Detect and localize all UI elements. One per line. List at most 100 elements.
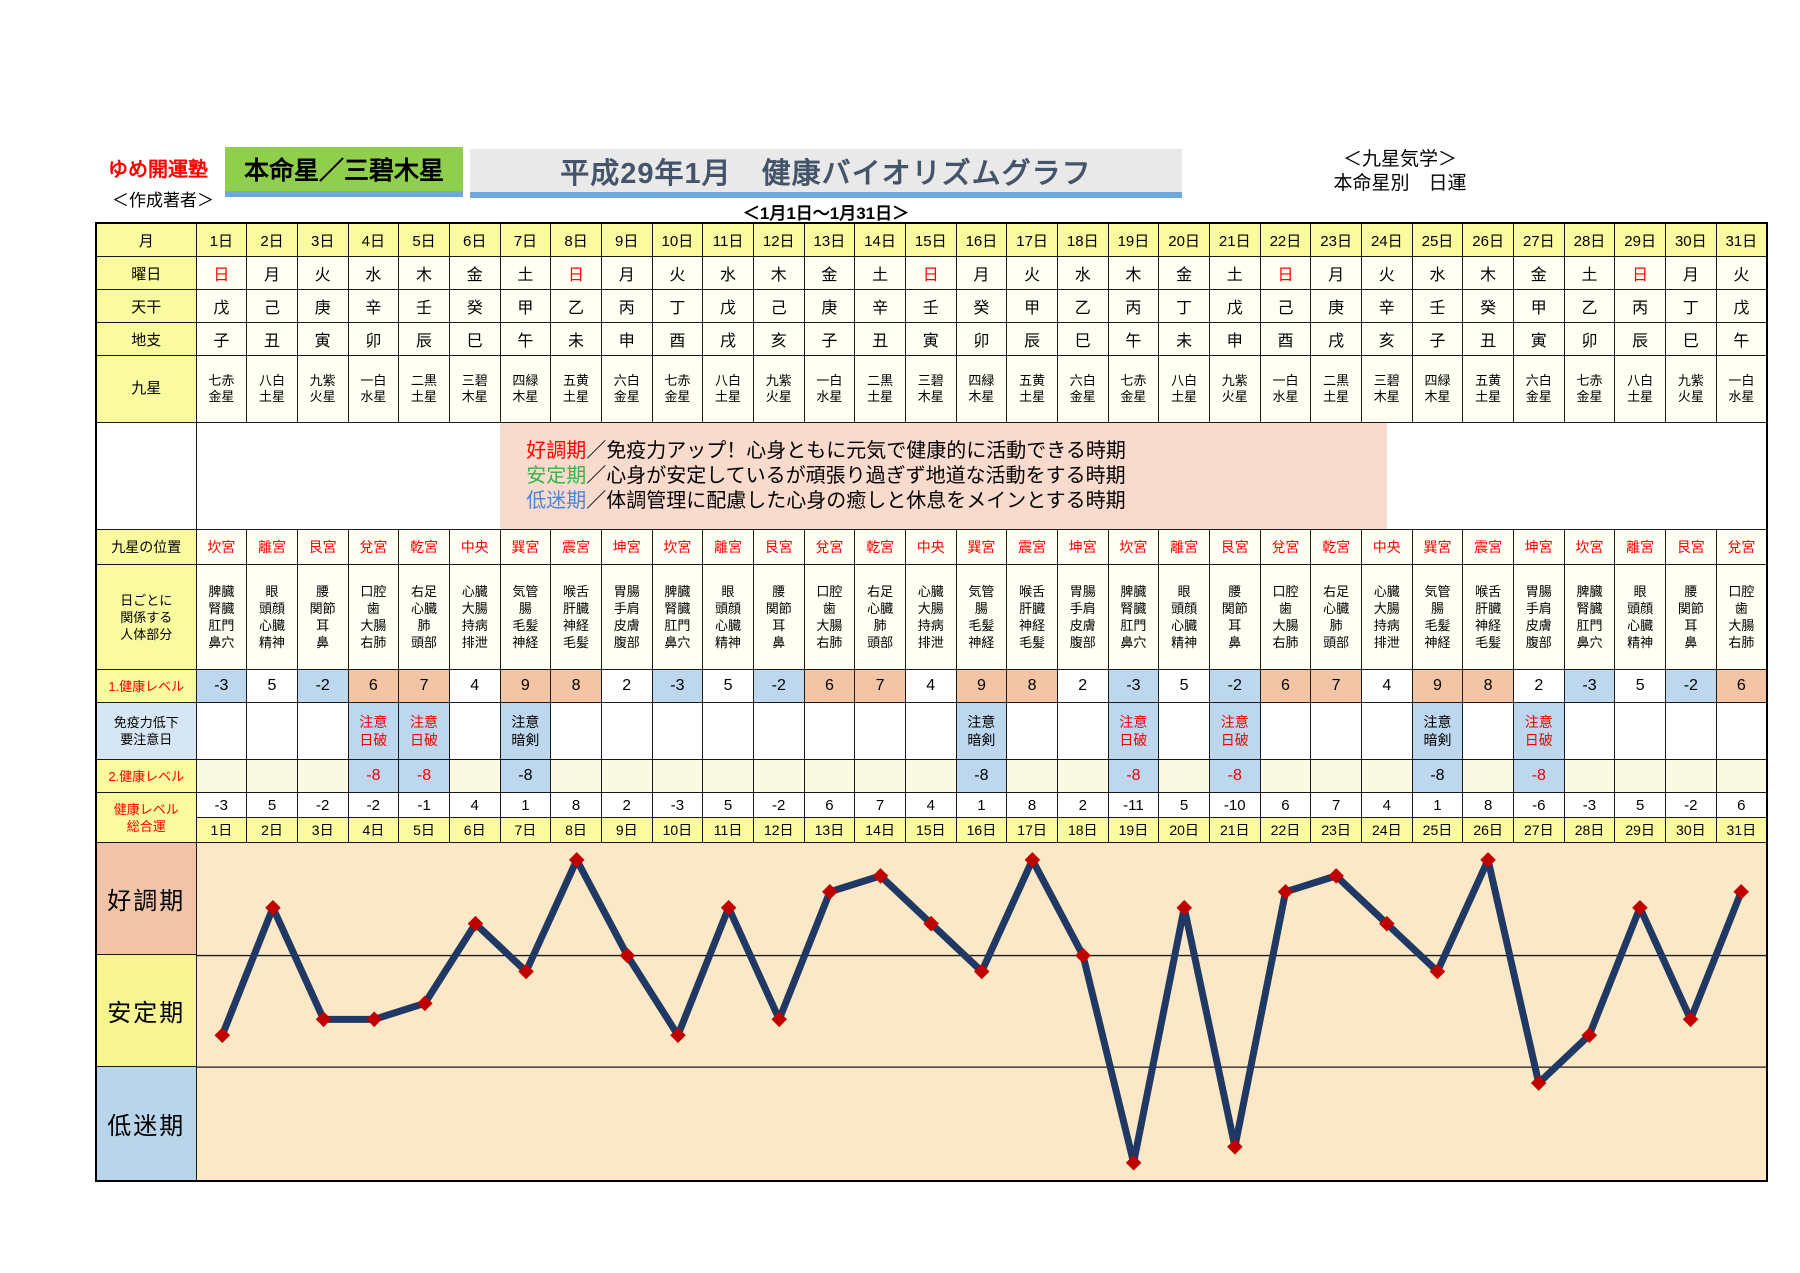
- level1-cell: 7: [1310, 669, 1362, 703]
- data-point-marker: [365, 1011, 382, 1028]
- level1-cell: 8: [1006, 669, 1058, 703]
- immune-warning-cell: [296, 702, 349, 760]
- date-footer-cell: 23日: [1310, 817, 1362, 843]
- branch-cell: 辰: [1614, 322, 1666, 356]
- nine-star-cell: 一白 水星: [1715, 355, 1768, 423]
- weekday-cell: 金: [803, 256, 856, 290]
- palace-cell: 兌宮: [347, 529, 400, 565]
- immune-warning-cell: [904, 702, 957, 760]
- weekday-cell: 月: [600, 256, 653, 290]
- total-level-cell: 4: [448, 792, 501, 818]
- date-header-cell: 25日: [1411, 222, 1464, 257]
- date-footer-cell: 18日: [1056, 817, 1109, 843]
- weekday-cell: 土: [1208, 256, 1261, 290]
- nine-star-cell: 五黄 土星: [1006, 355, 1058, 423]
- date-footer-cell: 15日: [904, 817, 957, 843]
- date-header-cell: 24日: [1360, 222, 1413, 257]
- immune-warning-cell: [1158, 702, 1210, 760]
- date-header-cell: 26日: [1462, 222, 1514, 257]
- stem-cell: 戊: [195, 289, 248, 323]
- stem-cell: 壬: [904, 289, 957, 323]
- date-footer-cell: 10日: [651, 817, 704, 843]
- total-level-cell: -2: [347, 792, 400, 818]
- date-footer-cell: 16日: [955, 817, 1008, 843]
- palace-cell: 兌宮: [803, 529, 856, 565]
- immune-warning-cell: [195, 702, 248, 760]
- weekday-cell: 日: [550, 256, 602, 290]
- date-header-cell: 12日: [752, 222, 805, 257]
- level1-cell: 9: [955, 669, 1008, 703]
- total-level-cell: -10: [1208, 792, 1261, 818]
- branch-cell: 亥: [1360, 322, 1413, 356]
- nine-star-cell: 二黒 土星: [1310, 355, 1362, 423]
- palace-cell: 坎宮: [1563, 529, 1616, 565]
- data-point-marker: [1429, 963, 1445, 980]
- nine-star-cell: 四緑 木星: [955, 355, 1008, 423]
- nine-star-cell: 七赤 金星: [651, 355, 704, 423]
- level1-cell: 5: [246, 669, 298, 703]
- nine-star-cell: 二黒 土星: [854, 355, 906, 423]
- stem-cell: 戊: [1208, 289, 1261, 323]
- immune-warning-cell: 注意 日破: [398, 702, 450, 760]
- total-level-cell: 8: [1006, 792, 1058, 818]
- legend-line: 低迷期／体調管理に配慮した心身の癒しと休息をメインとする時期: [526, 489, 1387, 514]
- nine-star-cell: 六白 金星: [1512, 355, 1565, 423]
- palace-cell: 艮宮: [752, 529, 805, 565]
- weekday-cell: 水: [1056, 256, 1109, 290]
- nine-star-cell: 三碧 木星: [904, 355, 957, 423]
- total-level-cell: -3: [195, 792, 248, 818]
- weekday-cell: 月: [1664, 256, 1717, 290]
- row-label-body-parts: 日ごとに 関係する 人体部分: [95, 564, 197, 670]
- stem-cell: 甲: [1512, 289, 1565, 323]
- weekday-cell: 日: [1614, 256, 1666, 290]
- date-footer-cell: 1日: [195, 817, 248, 843]
- level2-cell: [752, 759, 805, 793]
- stem-cell: 戊: [702, 289, 754, 323]
- date-footer-cell: 31日: [1715, 817, 1768, 843]
- data-point-marker: [770, 1011, 787, 1028]
- immune-warning-cell: 注意 暗剣: [499, 702, 552, 760]
- palace-cell: 乾宮: [1310, 529, 1362, 565]
- branch-cell: 申: [1208, 322, 1261, 356]
- palace-cell: 坤宮: [1512, 529, 1565, 565]
- date-footer-cell: 25日: [1411, 817, 1464, 843]
- date-header-cell: 8日: [550, 222, 602, 257]
- total-level-cell: 8: [1462, 792, 1514, 818]
- branch-cell: 卯: [955, 322, 1008, 356]
- body-parts-cell: 心臓 大腸 持病 排泄: [1360, 564, 1413, 670]
- date-footer-cell: 22日: [1259, 817, 1312, 843]
- level1-cell: 5: [1614, 669, 1666, 703]
- stem-cell: 丙: [600, 289, 653, 323]
- row-label-immune-warning: 免疫力低下 要注意日: [95, 702, 197, 760]
- date-footer-cell: 9日: [600, 817, 653, 843]
- level1-cell: 4: [904, 669, 957, 703]
- level2-cell: -8: [955, 759, 1008, 793]
- immune-warning-cell: [854, 702, 906, 760]
- level2-cell: [296, 759, 349, 793]
- immune-warning-cell: [600, 702, 653, 760]
- body-parts-cell: 眼頭顔 心臓 精神: [1158, 564, 1210, 670]
- stem-cell: 甲: [499, 289, 552, 323]
- body-parts-cell: 胃腸 手肩 皮膚 腹部: [1056, 564, 1109, 670]
- row-label-level1: 1.健康レベル: [95, 669, 197, 703]
- branch-cell: 辰: [1006, 322, 1058, 356]
- palace-cell: 離宮: [1158, 529, 1210, 565]
- body-parts-cell: 気管腸毛髪 神経: [955, 564, 1008, 670]
- data-point-marker: [922, 916, 939, 932]
- legend-term: 安定期: [526, 464, 587, 487]
- stem-cell: 辛: [1360, 289, 1413, 323]
- immune-warning-cell: [1006, 702, 1058, 760]
- date-footer-cell: 26日: [1462, 817, 1514, 843]
- branch-cell: 午: [1107, 322, 1160, 356]
- nine-star-cell: 三碧 木星: [1360, 355, 1413, 423]
- level1-cell: 8: [550, 669, 602, 703]
- palace-cell: 中央: [448, 529, 501, 565]
- total-level-cell: 5: [1614, 792, 1666, 818]
- branch-cell: 寅: [1512, 322, 1565, 356]
- legend-term: 低迷期: [526, 489, 587, 512]
- nine-star-cell: 四緑 木星: [499, 355, 552, 423]
- date-footer-cell: 27日: [1512, 817, 1565, 843]
- level2-cell: -8: [1107, 759, 1160, 793]
- date-header-cell: 7日: [499, 222, 552, 257]
- immune-warning-cell: [702, 702, 754, 760]
